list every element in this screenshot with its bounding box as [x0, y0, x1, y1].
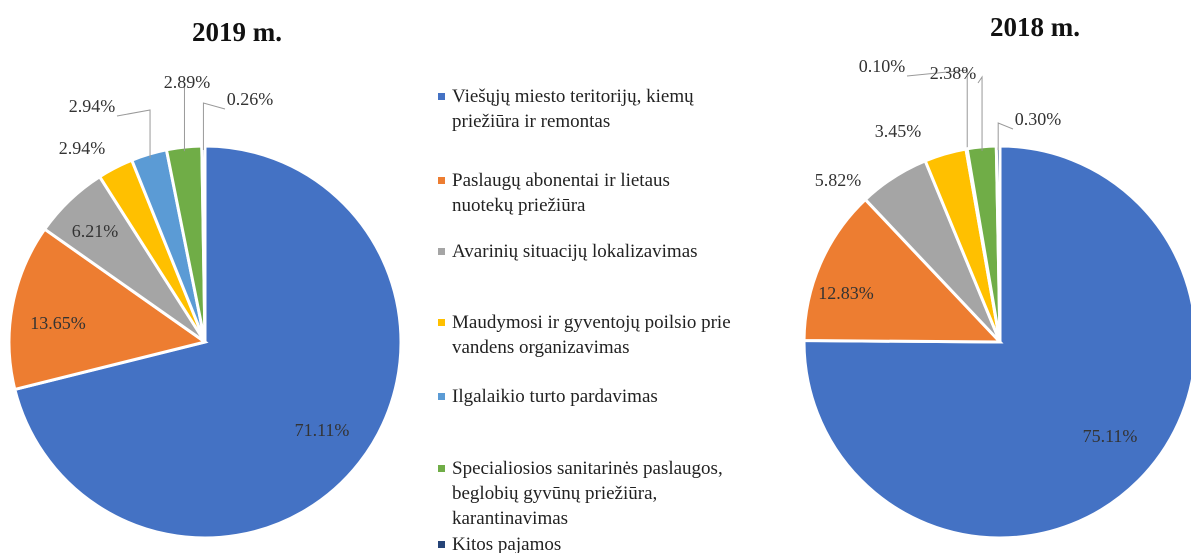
legend-label: Avarinių situacijų lokalizavimas	[452, 241, 698, 262]
chart-title: 2018 m.	[990, 12, 1080, 42]
data-label: 2.89%	[164, 72, 211, 92]
legend-swatch	[438, 93, 445, 100]
legend-swatch	[438, 465, 445, 472]
legend-swatch	[438, 393, 445, 400]
leader-line	[116, 109, 151, 159]
legend-item: Paslaugų abonentai ir lietaus nuotekų pr…	[438, 168, 732, 218]
legend-label: Specialiosios sanitarinės paslaugos, beg…	[452, 458, 723, 529]
data-label: 13.65%	[30, 313, 86, 333]
data-label: 3.45%	[875, 121, 922, 141]
data-label: 2.38%	[930, 63, 977, 83]
data-label: 0.26%	[227, 89, 274, 109]
legend-item: Kitos pajamos	[438, 532, 732, 553]
legend-label: Viešųjų miesto teritorijų, kiemų priežiū…	[452, 86, 694, 132]
data-label: 71.11%	[295, 420, 350, 440]
data-label: 12.83%	[818, 283, 874, 303]
legend-item: Viešųjų miesto teritorijų, kiemų priežiū…	[438, 84, 732, 134]
legend-label: Ilgalaikio turto pardavimas	[452, 386, 658, 407]
leader-line	[997, 122, 1014, 151]
pie-slice	[802, 197, 1004, 344]
legend-item: Ilgalaikio turto pardavimas	[438, 384, 732, 409]
data-label: 2.94%	[69, 96, 116, 116]
data-label: 0.30%	[1015, 109, 1062, 129]
pie-slice	[13, 144, 403, 540]
chart-title: 2019 m.	[192, 17, 282, 47]
legend-item: Avarinių situacijų lokalizavimas	[438, 239, 732, 264]
legend-swatch	[438, 541, 445, 548]
data-label: 5.82%	[815, 170, 862, 190]
legend-label: Kitos pajamos	[452, 534, 562, 553]
legend-item: Specialiosios sanitarinės paslaugos, beg…	[438, 456, 732, 531]
leader-line	[977, 75, 983, 151]
data-label: 75.11%	[1083, 426, 1138, 446]
legend-swatch	[438, 177, 445, 184]
data-label: 0.10%	[859, 56, 906, 76]
data-label: 2.94%	[59, 138, 106, 158]
legend-item: Maudymosi ir gyventojų poilsio prie vand…	[438, 310, 732, 360]
pie-slice	[7, 227, 209, 392]
leader-line	[202, 102, 226, 151]
leader-line	[906, 69, 968, 153]
legend-label: Maudymosi ir gyventojų poilsio prie vand…	[452, 312, 731, 358]
legend-label: Paslaugų abonentai ir lietaus nuotekų pr…	[452, 170, 670, 216]
data-label: 6.21%	[72, 221, 119, 241]
legend-swatch	[438, 248, 445, 255]
legend-swatch	[438, 319, 445, 326]
